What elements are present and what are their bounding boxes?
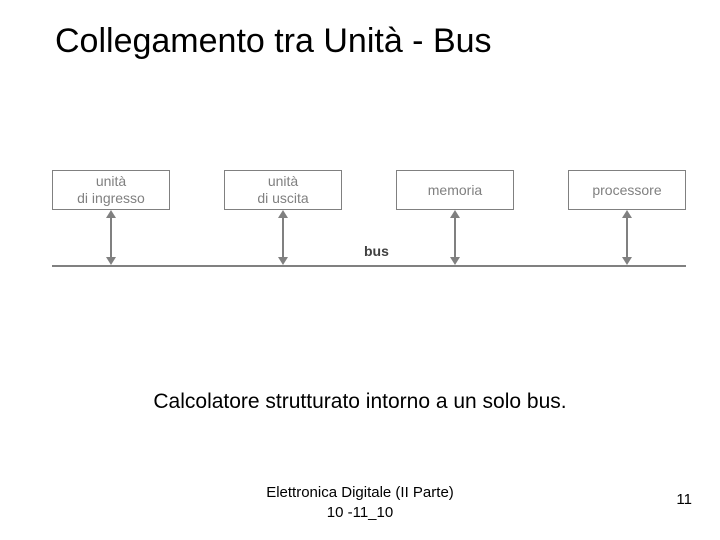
connector-shaft: [110, 217, 112, 258]
node-label: processore: [592, 182, 661, 199]
arrow-down-icon: [622, 257, 632, 265]
arrow-up-icon: [450, 210, 460, 218]
arrow-up-icon: [106, 210, 116, 218]
bus-line: [52, 265, 686, 267]
footer-line1: Elettronica Digitale (II Parte): [266, 484, 454, 501]
bus-diagram: unitàdi ingressounitàdi uscitamemoriapro…: [30, 170, 700, 300]
node-label: memoria: [428, 182, 482, 199]
node-label: unità: [268, 173, 298, 190]
footer-center: Elettronica Digitale (II Parte) 10 -11_1…: [0, 483, 720, 522]
page-number: 11: [676, 491, 692, 508]
arrow-up-icon: [278, 210, 288, 218]
node-ingresso: unitàdi ingresso: [52, 170, 170, 210]
node-memoria: memoria: [396, 170, 514, 210]
arrow-down-icon: [278, 257, 288, 265]
node-label: unità: [96, 173, 126, 190]
node-label: di ingresso: [77, 190, 145, 207]
connector-shaft: [454, 217, 456, 258]
node-label: di uscita: [257, 190, 308, 207]
node-processore: processore: [568, 170, 686, 210]
arrow-down-icon: [106, 257, 116, 265]
connector-shaft: [626, 217, 628, 258]
page-title: Collegamento tra Unità - Bus: [55, 22, 492, 61]
arrow-up-icon: [622, 210, 632, 218]
footer-line2: 10 -11_10: [327, 504, 393, 521]
connector-shaft: [282, 217, 284, 258]
caption-text: Calcolatore strutturato intorno a un sol…: [0, 390, 720, 414]
bus-label: bus: [364, 243, 389, 259]
node-uscita: unitàdi uscita: [224, 170, 342, 210]
arrow-down-icon: [450, 257, 460, 265]
